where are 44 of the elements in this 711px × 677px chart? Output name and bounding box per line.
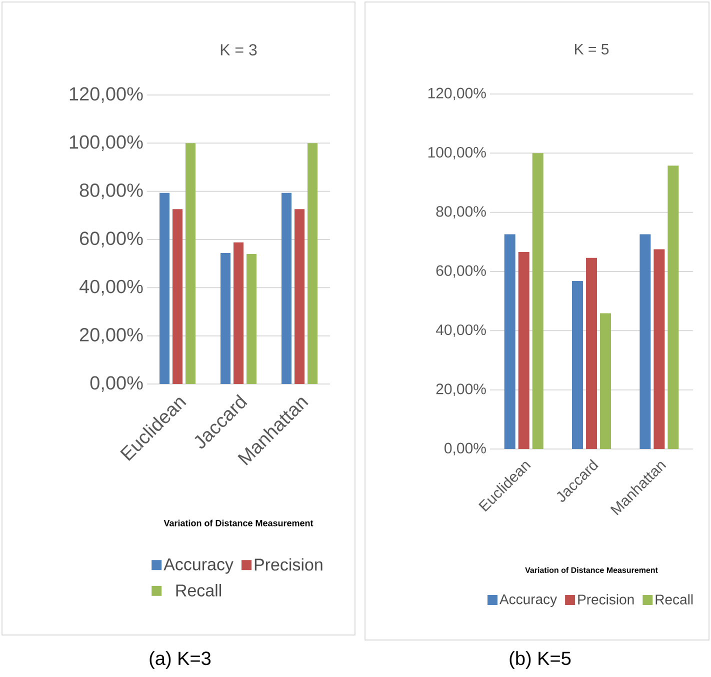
x-axis-title: Variation of Distance Measurement xyxy=(164,520,314,526)
y-tick-label: 20,00% xyxy=(80,328,143,344)
chart-title: K = 3 xyxy=(220,44,257,56)
y-tick-label: 80,00% xyxy=(436,206,486,219)
y-tick-label: 60,00% xyxy=(436,265,486,278)
y-tick-label: 80,00% xyxy=(80,183,143,200)
y-tick-label: 60,00% xyxy=(80,232,143,248)
legend-label: Accuracy xyxy=(500,594,558,607)
y-tick-label: 0,00% xyxy=(90,376,143,392)
bar xyxy=(160,192,170,384)
y-tick-label: 40,00% xyxy=(79,280,143,296)
x-axis-title: Variation of Distance Measurement xyxy=(525,567,658,573)
y-tick-label: 0,00% xyxy=(444,442,486,456)
bar xyxy=(186,143,196,384)
bar xyxy=(246,254,257,384)
legend-label: Accuracy xyxy=(164,558,234,574)
bar xyxy=(572,280,584,449)
bar xyxy=(668,166,679,449)
y-tick-label: 120,00% xyxy=(70,87,143,103)
text: (a) K=3 xyxy=(150,651,211,669)
bar xyxy=(282,192,292,384)
legend-label: Precision xyxy=(254,558,322,571)
y-tick-label: 100,00% xyxy=(428,146,486,160)
bar xyxy=(234,242,244,384)
chart-title: K = 5 xyxy=(575,44,609,54)
y-tick-label: 40,00% xyxy=(436,324,486,337)
y-tick-label: 120,00% xyxy=(428,88,486,100)
legend-label: Recall xyxy=(176,584,222,596)
bar xyxy=(640,234,651,449)
bar xyxy=(308,143,318,384)
legend-label: Recall xyxy=(656,594,693,604)
bar xyxy=(600,313,612,449)
bar xyxy=(586,258,598,449)
bar xyxy=(172,209,182,384)
y-tick-label: 20,00% xyxy=(436,384,486,396)
bar xyxy=(518,252,530,449)
bar xyxy=(504,234,516,449)
legend-label: Precision xyxy=(578,594,634,604)
y-tick-label: 100,00% xyxy=(70,135,143,152)
text: (b) K=5 xyxy=(510,651,571,669)
bar xyxy=(220,252,230,384)
bar xyxy=(654,249,665,449)
bar xyxy=(294,209,304,384)
bar xyxy=(532,153,544,449)
